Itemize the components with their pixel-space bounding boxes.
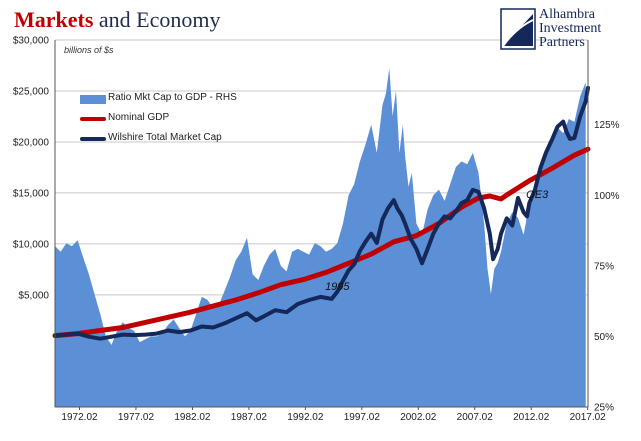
chart-title: Markets and Economy <box>14 7 221 33</box>
y-right-tick-label: 100% <box>594 191 620 202</box>
y-right-tick-label: 25% <box>594 403 614 414</box>
legend-label-gdp: Nominal GDP <box>108 112 170 123</box>
legend-swatch-ratio <box>80 95 106 104</box>
chart-title-part1: Markets <box>14 7 94 32</box>
y-left-tick-label: $5,000 <box>18 290 49 301</box>
legend-swatch-wilshire <box>80 137 106 141</box>
ratio-area-layer <box>55 68 586 407</box>
brand-line-2: Investment <box>539 21 602 36</box>
tick-labels-layer: $5,000 $10,000 $15,000 $20,000 $25,000 $30,00… <box>13 36 620 424</box>
legend-label-wilshire: Wilshire Total Market Cap <box>108 132 222 143</box>
y-left-tick-label: $15,000 <box>13 188 50 199</box>
y-left-tick-label: $20,000 <box>13 137 50 148</box>
legend-label-ratio: Ratio Mkt Cap to GDP - RHS <box>108 92 237 103</box>
y-right-tick-label: 125% <box>594 120 620 131</box>
brand-line-3: Partners <box>539 35 585 50</box>
annotation-label: 1995 <box>325 281 350 293</box>
x-tick-label: 1982.02 <box>174 412 211 423</box>
y-right-tick-label: 50% <box>594 332 614 343</box>
y-left-tick-label: $10,000 <box>13 239 50 250</box>
x-tick-label: 1992.02 <box>287 412 324 423</box>
y-left-tick-label: $30,000 <box>13 36 50 47</box>
ratio-area <box>55 68 586 407</box>
annotations-layer: 1995 QE3 <box>325 189 549 293</box>
x-tick-label: 1972.02 <box>61 412 98 423</box>
x-tick-label: 1987.02 <box>231 412 268 423</box>
x-tick-label: 2017.02 <box>570 412 607 423</box>
y-left-tick-label: $25,000 <box>13 86 50 97</box>
legend-swatch-gdp <box>80 117 106 121</box>
series-lines-layer <box>52 85 591 341</box>
x-tick-label: 1997.02 <box>344 412 381 423</box>
nominal-gdp-line <box>52 146 591 339</box>
brand-line-1: Alhambra <box>539 7 595 22</box>
axes-layer <box>54 40 589 410</box>
annotation-label: QE3 <box>526 189 549 201</box>
brand-name: Alhambra Investment Partners <box>539 8 639 50</box>
wilshire-line <box>53 85 590 341</box>
units-label: billions of $s <box>64 45 114 55</box>
chart-title-part2: and Economy <box>93 7 221 32</box>
x-tick-label: 2002.02 <box>400 412 437 423</box>
y-right-tick-label: 75% <box>594 261 614 272</box>
x-tick-label: 2012.02 <box>513 412 550 423</box>
x-tick-label: 1977.02 <box>118 412 155 423</box>
x-tick-label: 2007.02 <box>457 412 494 423</box>
alhambra-logo-icon <box>500 8 536 50</box>
